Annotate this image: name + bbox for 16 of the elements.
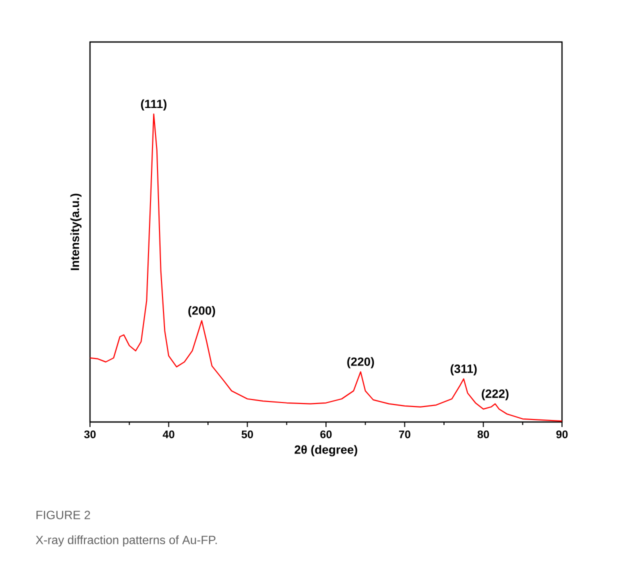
annotation: (222) xyxy=(482,389,508,400)
annotation: (200) xyxy=(188,306,216,318)
text: X-ray diffraction patterns of Au-FP. xyxy=(36,535,217,547)
x-axis-title: 2θ (degree) xyxy=(294,445,358,456)
annotation: (111) xyxy=(141,99,166,111)
y-axis-title: Intensity(a.u.) xyxy=(70,194,82,270)
x-tick-label: 80 xyxy=(478,430,489,438)
x-tick-label: 30 xyxy=(84,430,96,438)
x-tick-label: 40 xyxy=(162,430,174,438)
x-tick-label: 60 xyxy=(320,430,332,438)
x-tick-label: 70 xyxy=(399,430,410,438)
x-tick-label: 90 xyxy=(556,430,568,438)
x-tick-label: 50 xyxy=(242,430,253,438)
annotation: (220) xyxy=(347,357,374,368)
caption: FIGURE 2 xyxy=(36,510,90,520)
annotation: (311) xyxy=(450,364,477,376)
